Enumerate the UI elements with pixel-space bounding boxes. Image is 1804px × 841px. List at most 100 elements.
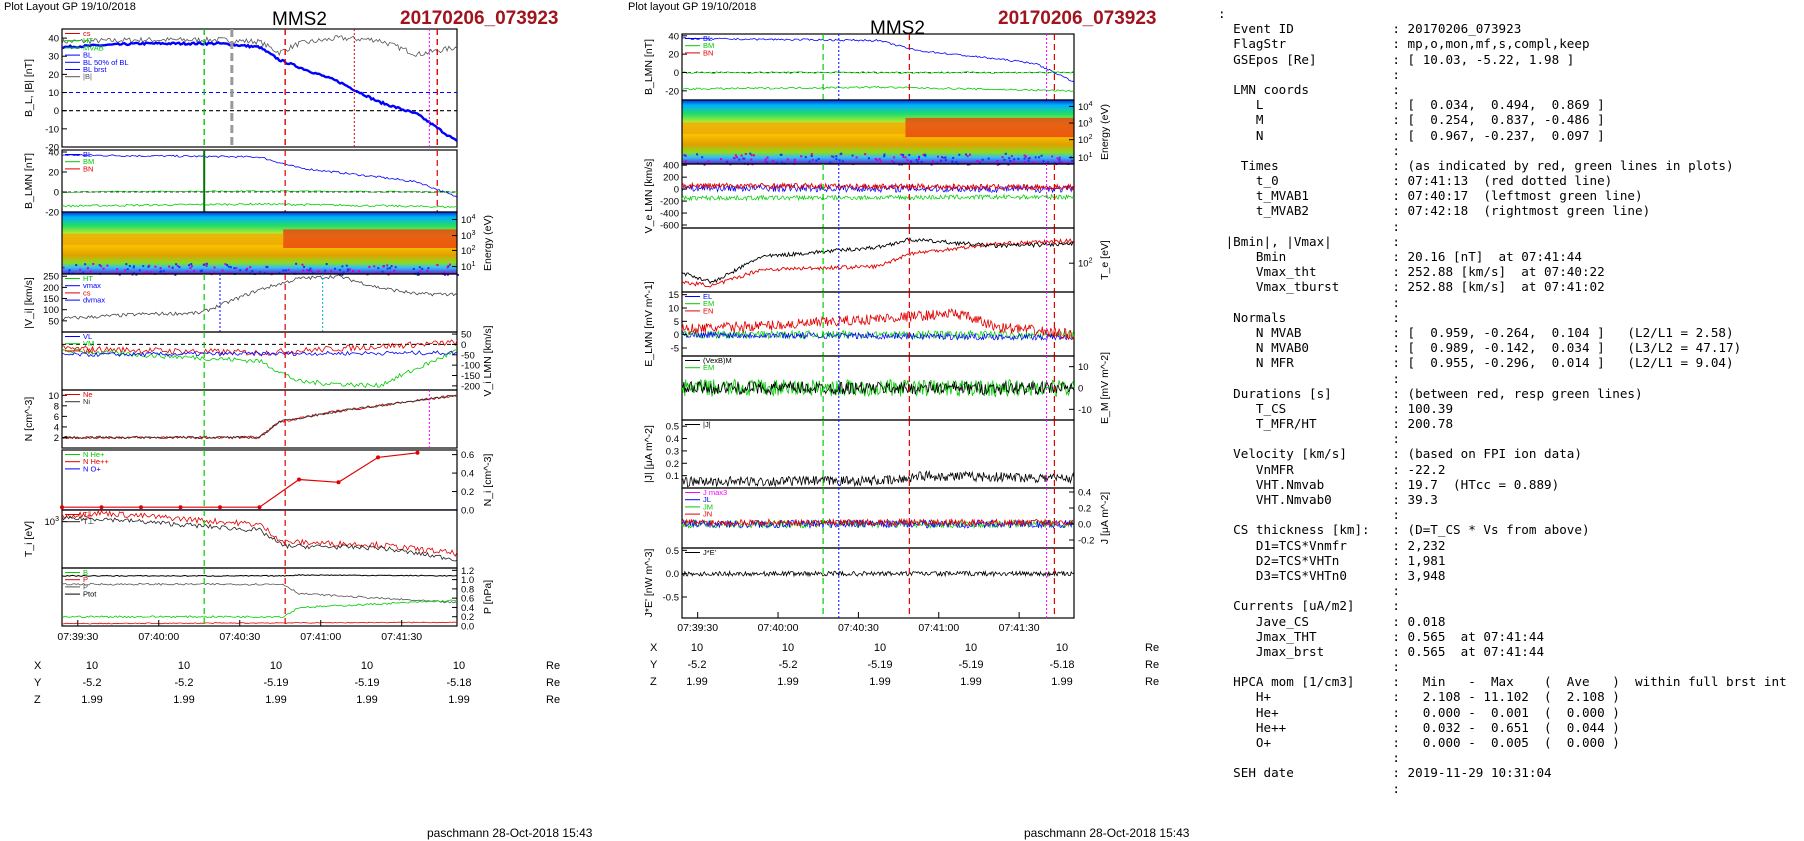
left-pb-line <box>61 582 458 604</box>
right-panel-8-legend-entry: JN <box>703 510 712 519</box>
left-pe-line <box>61 621 458 625</box>
left-panel-5-legend-entry: VN <box>83 346 93 355</box>
right-spectrogram-noise-speck <box>684 160 687 163</box>
left-spectrogram-noise-speck <box>278 271 281 274</box>
left-coord-value: 10 <box>85 660 99 672</box>
right-spectrogram-noise-speck <box>976 160 979 163</box>
right-spectrogram-noise-speck <box>725 161 728 164</box>
right-panel-7-legend-entry: |J| <box>703 420 711 429</box>
left-spectrogram-noise-speck <box>221 269 224 272</box>
info-line: HPCA mom [1/cm3] : Min - Max ( Ave ) wit… <box>1218 674 1787 690</box>
left-panel-3-y-tick-label: 104 <box>461 214 476 226</box>
right-bm-line <box>681 71 1075 74</box>
right-spectrogram-noise-speck <box>1009 160 1012 163</box>
right-panel-9-frame <box>681 547 1075 619</box>
right-panel-7-y-tick-label: 0.1 <box>666 471 679 482</box>
info-line: : <box>1218 294 1400 310</box>
right-spectrogram-noise-speck <box>734 154 737 157</box>
right-spectrogram-noise-speck <box>817 158 820 161</box>
right-spectrogram-noise-speck <box>810 153 813 156</box>
left-spectrogram-noise-speck <box>416 271 419 274</box>
left-spectrogram-noise-speck <box>349 268 352 271</box>
info-line: : <box>1218 370 1400 386</box>
right-panel-3-y-tick-label: 0 <box>674 185 679 196</box>
right-coord-unit: Re <box>1145 676 1160 688</box>
right-panel-4-ylabel: T_e [eV] <box>1099 240 1111 280</box>
right-spectrogram-noise-speck <box>987 157 990 160</box>
left-panel-hpca: 0.6 0.4 0.2 0.0 N_i [cm^-3] N He+N He++N O+ <box>60 449 494 517</box>
left-spectrogram-noise-speck <box>258 271 261 274</box>
left-spectrogram-noise-speck <box>430 272 433 275</box>
left-spectrogram-noise-speck <box>446 273 449 276</box>
right-spectrogram-noise-speck <box>910 160 913 163</box>
right-coord-unit: Re <box>1145 659 1160 671</box>
left-panel-9-legend-entry: P <box>83 575 88 584</box>
left-spectrogram-noise-speck <box>226 264 229 267</box>
info-line: Normals : <box>1218 309 1400 325</box>
right-coord-value: 10 <box>1055 642 1069 654</box>
left-spectrogram-noise-speck <box>317 270 320 273</box>
right-spectrogram-noise-speck <box>1040 154 1043 157</box>
right-panel-1-y-tick-label: 0 <box>674 68 679 79</box>
left-spectrogram-noise-speck <box>330 269 333 272</box>
info-line: : <box>1218 66 1400 82</box>
right-spectrogram-noise-speck <box>851 154 854 157</box>
left-pi-line <box>61 599 458 619</box>
right-spectrogram-noise-speck <box>703 163 706 166</box>
info-line: D2=TCS*VHTn : 1,981 <box>1218 552 1446 568</box>
right-panel-5-ylabel: E_LMN [mV m^-1] <box>643 281 655 367</box>
left-panel-5-ylabel: V_i LMN [km/s] <box>482 325 494 396</box>
right-bn-line <box>681 85 1075 92</box>
right-panel-3-y-tick-label: -600 <box>660 221 679 232</box>
info-line: T_CS : 100.39 <box>1218 400 1454 416</box>
right-coord-value: 1.99 <box>869 676 891 688</box>
left-panel-1-y-tick-label: -10 <box>45 124 59 135</box>
left-panel-6-y-tick-label: 2 <box>54 433 59 444</box>
right-panel-8-ylabel: J [μA m^-2] <box>1099 492 1111 544</box>
left-x-tick-label: 07:40:30 <box>219 631 260 643</box>
right-spectrogram-noise-speck <box>922 153 925 156</box>
event-info-panel: : Event ID : 20170206_073923 FlagStr : m… <box>1218 6 1787 796</box>
left-spectrogram-noise-speck <box>324 269 327 272</box>
left-panel-4-y-tick-label: 50 <box>48 316 59 327</box>
left-spectrogram-noise-speck <box>448 263 451 266</box>
left-spectrogram-noise-speck <box>170 272 173 275</box>
left-spectrogram-noise-speck <box>89 270 92 273</box>
left-panel-1-legend-entry: cs <box>83 29 91 38</box>
right-spectrogram-noise-speck <box>840 152 843 155</box>
left-panel-1-y-tick-label: 30 <box>48 52 59 63</box>
right-panel-9-y-tick-label: 0.5 <box>666 546 679 557</box>
left-panel-9-y-tick-label: 0.6 <box>461 594 474 605</box>
left-panel-6-y-tick-label: 10 <box>48 391 59 402</box>
right-spectrogram-noise-speck <box>1060 161 1063 164</box>
right-spectrogram-noise-speck <box>764 158 767 161</box>
right-panel-8-y-tick-label: 0.2 <box>1078 504 1091 515</box>
left-panel-4-y-tick-label: 150 <box>43 294 59 305</box>
left-spectrogram-noise-speck <box>190 265 193 268</box>
left-coord-unit: Re <box>546 660 561 672</box>
left-coord-label: Z <box>34 694 41 706</box>
right-panel-6-legend-entry: (VexB)M <box>703 356 732 365</box>
left-coord-value: -5.19 <box>263 677 289 689</box>
left-he-plus-plus-point <box>218 505 222 510</box>
left-spectrogram-noise-speck <box>188 264 191 267</box>
right-panel-1-frame <box>681 33 1075 101</box>
right-panel-5-y-tick-label: 0 <box>674 330 679 341</box>
left-coord-unit: Re <box>546 677 561 689</box>
left-spectrogram-noise-speck <box>79 268 82 271</box>
left-spectrogram-noise-speck <box>302 269 305 272</box>
left-coord-unit: Re <box>546 694 561 706</box>
left-he-plus-plus-line <box>62 452 418 508</box>
left-spectrogram-noise-speck <box>148 264 151 267</box>
right-spectrogram-noise-speck <box>918 155 921 158</box>
right-spectrogram-noise-speck <box>1008 157 1011 160</box>
left-bn-component-line <box>61 202 458 209</box>
left-coord-value: 10 <box>269 660 283 672</box>
left-spectrogram-noise-speck <box>175 263 178 266</box>
right-je-line <box>681 569 1075 578</box>
right-panel-2-y-tick-label: 101 <box>1078 152 1093 164</box>
left-spectrogram-noise-speck <box>416 273 419 276</box>
left-spectrogram-noise-speck <box>446 266 449 269</box>
